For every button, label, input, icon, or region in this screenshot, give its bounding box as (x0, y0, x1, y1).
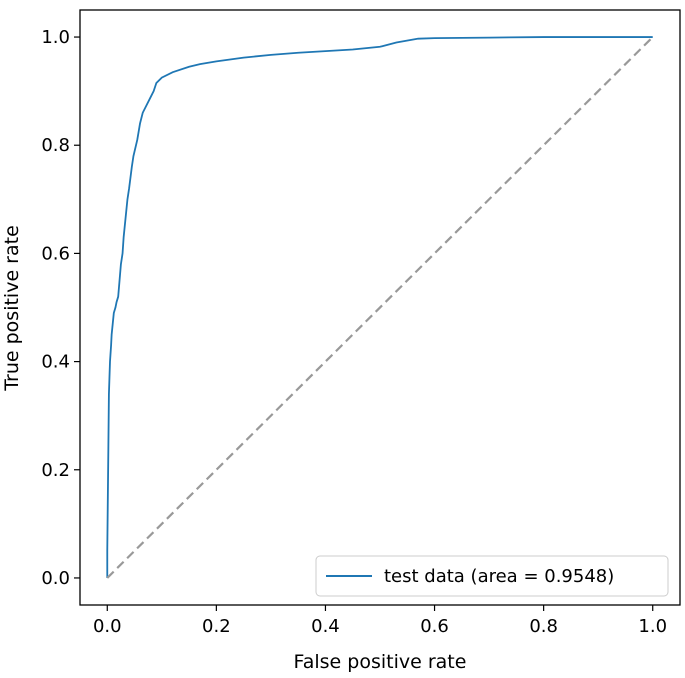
x-tick-label: 0.6 (420, 616, 449, 637)
y-tick-label: 0.8 (41, 135, 70, 156)
plot-frame (79, 9, 681, 606)
x-tick-label: 0.2 (202, 616, 231, 637)
series-layer (106, 36, 654, 579)
x-tick-label: 0.8 (529, 616, 558, 637)
y-axis-label: True positive rate (1, 225, 23, 392)
roc-curve-line (106, 36, 653, 578)
legend-entry: test data (area = 0.9548) (384, 566, 614, 587)
x-axis-label: False positive rate (294, 651, 467, 673)
y-tick-label: 0.4 (41, 352, 70, 373)
legend-box (315, 555, 669, 597)
y-tick-label: 0.0 (41, 568, 70, 589)
y-tick-label: 0.6 (41, 243, 70, 264)
chance-diagonal-line (106, 36, 654, 579)
legend: test data (area = 0.9548) (315, 555, 669, 597)
x-axis-ticks: 0.0 0.2 0.4 0.6 0.8 1.0 (93, 605, 667, 637)
x-tick-label: 1.0 (638, 616, 667, 637)
x-tick-label: 0.4 (311, 616, 340, 637)
y-tick-label: 1.0 (41, 27, 70, 48)
x-tick-label: 0.0 (93, 616, 122, 637)
y-axis-ticks: 0.0 0.2 0.4 0.6 0.8 1.0 (41, 27, 80, 589)
y-tick-label: 0.2 (41, 460, 70, 481)
